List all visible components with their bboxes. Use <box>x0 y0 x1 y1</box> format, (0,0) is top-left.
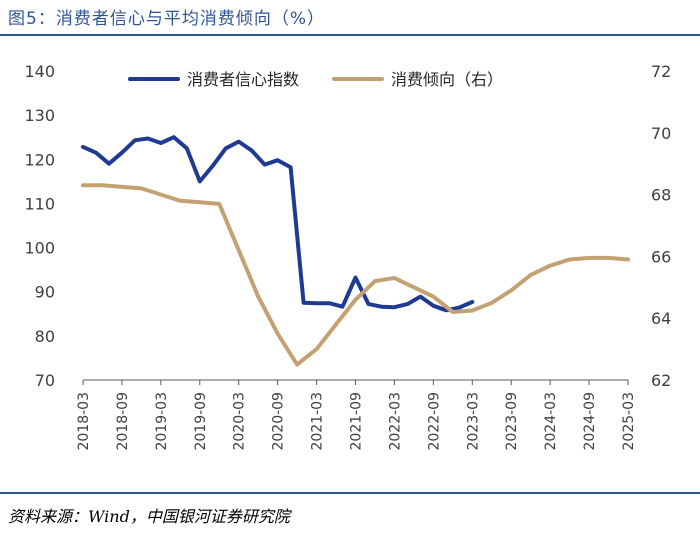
x-tick-label: 2025-03 <box>621 392 637 451</box>
y-right-tick-label: 66 <box>651 247 671 266</box>
chart-title: 图5：消费者信心与平均消费倾向（%） <box>8 9 325 29</box>
y-left-tick-label: 130 <box>24 106 55 125</box>
series-lines <box>81 135 630 367</box>
y-left-tick-label: 80 <box>35 327 55 346</box>
y-left-tick-label: 70 <box>35 371 55 390</box>
consumer-confidence-line <box>81 135 475 313</box>
y-left-tick-label: 110 <box>24 194 55 213</box>
legend-consumer-confidence-label: 消费者信心指数 <box>187 70 299 89</box>
x-tick-label: 2020-09 <box>271 392 287 451</box>
y-right-tick-label: 72 <box>651 62 671 81</box>
y-left-tick-label: 100 <box>24 239 55 258</box>
x-tick-label: 2023-03 <box>465 392 481 451</box>
y-right-tick-label: 68 <box>651 186 671 205</box>
axes: 70 80 90 100 110 120 130 140 62 64 66 68 70 72 2018-03… <box>24 62 671 451</box>
x-tick-label: 2019-03 <box>154 392 170 451</box>
x-tick-label: 2021-09 <box>349 392 365 451</box>
y-right-tick-label: 64 <box>651 309 671 328</box>
legend-consumption-propensity-label: 消费倾向（右） <box>391 70 503 89</box>
y-right-tick-label: 62 <box>651 371 671 390</box>
x-tick-label: 2018-09 <box>115 392 131 451</box>
chart: 70 80 90 100 110 120 130 140 62 64 66 68 70 72 2018-03… <box>24 62 671 451</box>
legend: 消费者信心指数 消费倾向（右） <box>128 70 503 89</box>
y-right-tick-label: 70 <box>651 124 671 143</box>
x-tick-label: 2019-09 <box>193 392 209 451</box>
x-tick-label: 2020-03 <box>232 392 248 451</box>
y-left-tick-label: 120 <box>24 150 55 169</box>
title-rule <box>0 34 700 36</box>
y-left-tick-label: 90 <box>35 283 55 302</box>
x-tick-label: 2018-03 <box>76 392 92 451</box>
x-tick-label: 2024-03 <box>543 392 559 451</box>
x-tick-label: 2022-09 <box>426 392 442 451</box>
consumption-propensity-line <box>81 183 630 367</box>
x-tick-label: 2024-09 <box>582 392 598 451</box>
x-tick-label: 2023-09 <box>504 392 520 451</box>
x-tick-label: 2022-03 <box>387 392 403 451</box>
footer-rule <box>0 492 700 494</box>
source-note: 资料来源：Wind，中国银河证券研究院 <box>8 507 290 526</box>
y-left-tick-label: 140 <box>24 62 55 81</box>
x-tick-label: 2021-03 <box>310 392 326 451</box>
